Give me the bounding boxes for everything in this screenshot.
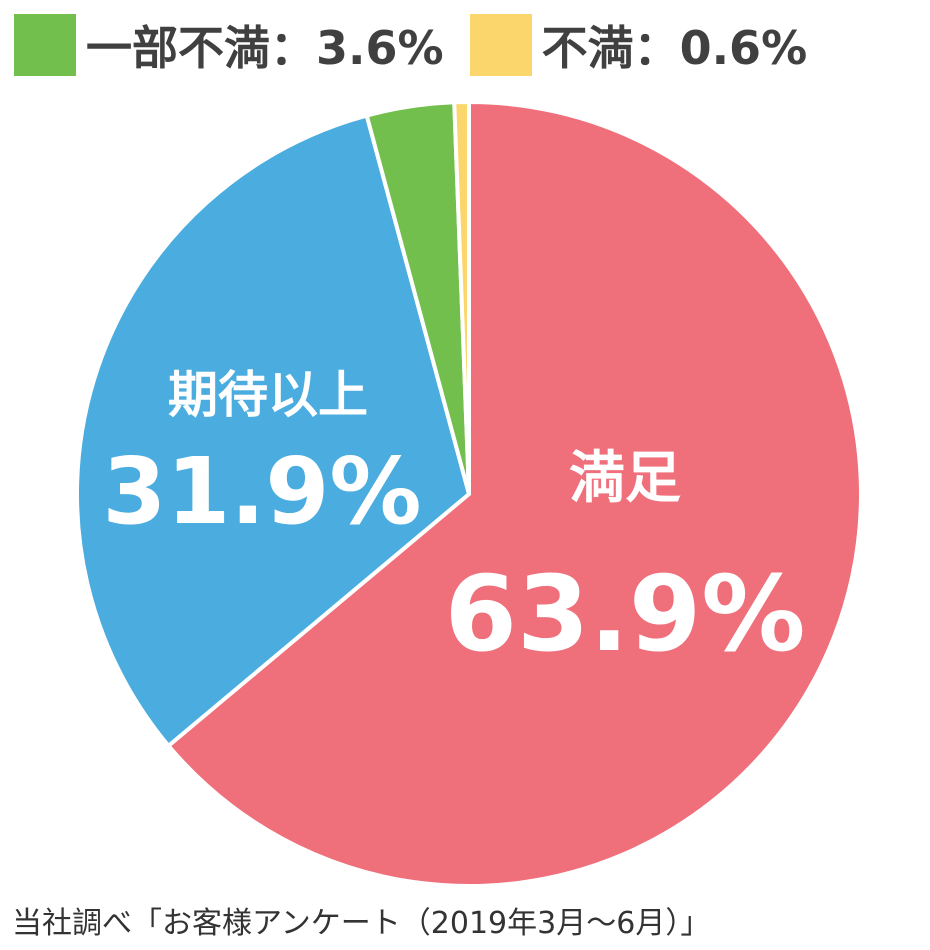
- slice-label-satisfied-value: 63.9%: [445, 553, 806, 675]
- pie-slices: [75, 100, 863, 888]
- slice-label-exceeded-name: 期待以上: [168, 366, 368, 424]
- legend-swatch-dissatisfied: [469, 14, 532, 76]
- slice-label-exceeded-value: 31.9%: [102, 438, 421, 545]
- pie-slice-satisfied: [166, 100, 863, 888]
- source-footnote: 当社調べ「お客様アンケート（2019年3月〜6月）」: [12, 906, 711, 941]
- legend-swatch-partial-dissatisfied: [14, 14, 76, 76]
- slice-label-satisfied-name: 満足: [569, 446, 681, 511]
- pie-slice-dissatisfied: [452, 100, 471, 496]
- legend-label-dissatisfied: 不満：0.6%: [541, 21, 808, 75]
- legend-item-partial-dissatisfied: 一部不満：3.6%: [14, 12, 444, 78]
- pie-labels: 満足 63.9% 期待以上 31.9%: [102, 366, 805, 675]
- legend-label-partial-dissatisfied: 一部不満：3.6%: [86, 21, 444, 75]
- legend-item-dissatisfied: 不満：0.6%: [469, 12, 808, 78]
- chart-legend: 一部不満：3.6% 不満：0.6%: [14, 14, 833, 76]
- pie-slice-exceeded: [75, 113, 471, 748]
